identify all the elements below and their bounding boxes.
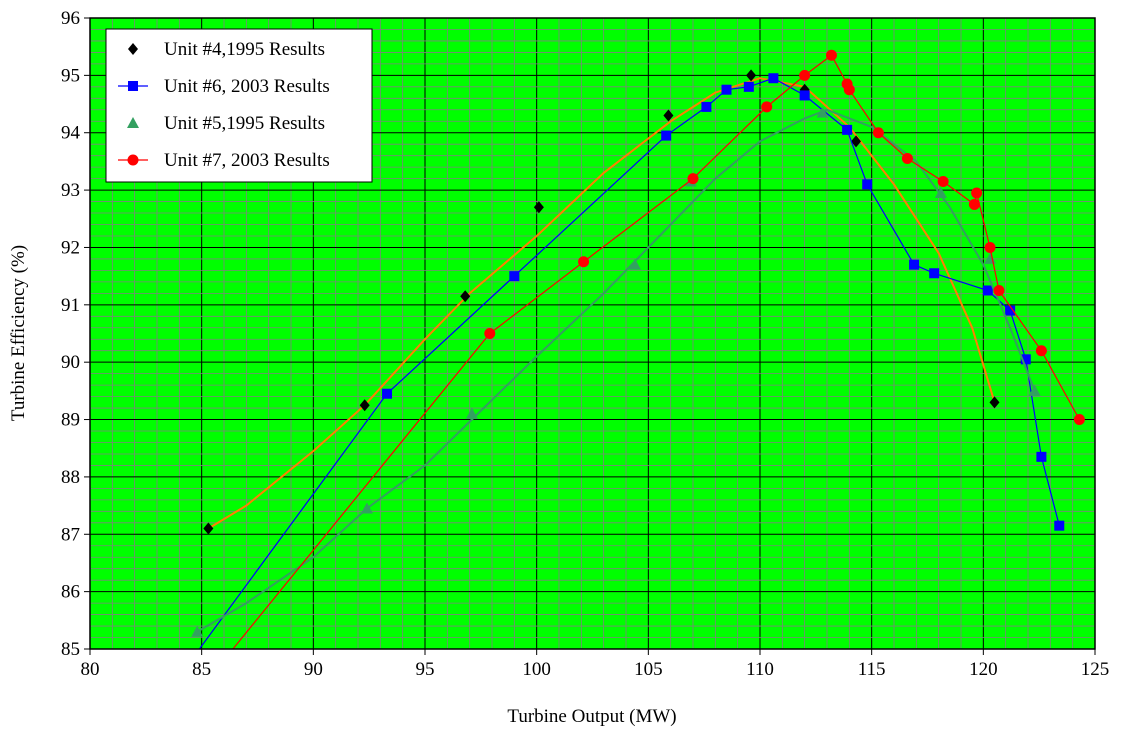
y-tick-label: 96 [61, 8, 80, 29]
legend-item[interactable]: Unit #4,1995 Results [128, 39, 325, 60]
data-point [484, 328, 496, 339]
x-axis-label: Turbine Output (MW) [507, 706, 676, 727]
legend-label: Unit #6, 2003 Results [164, 76, 330, 97]
x-tick-label: 80 [81, 659, 100, 680]
y-tick-label: 85 [61, 639, 80, 660]
x-tick-label: 110 [746, 659, 774, 680]
data-point [816, 106, 829, 118]
legend-marker [127, 117, 139, 128]
x-tick-label: 85 [192, 659, 211, 680]
data-point [842, 124, 853, 135]
x-tick-label: 120 [969, 659, 998, 680]
data-point [721, 84, 732, 95]
data-point [1020, 354, 1031, 365]
y-tick-label: 89 [61, 410, 80, 431]
data-point [825, 49, 837, 61]
data-point [661, 130, 672, 141]
data-point [929, 268, 940, 279]
data-point [862, 179, 873, 190]
data-point [1028, 384, 1041, 396]
tick-labels: 80 85 90 95 100 105 110 115 120 12585868788899091… [61, 8, 1109, 680]
data-point [628, 258, 641, 270]
series-line [198, 77, 1060, 649]
data-point [382, 388, 393, 399]
data-point [1035, 345, 1047, 357]
y-axis-label: Turbine Efficiency (%) [8, 245, 29, 421]
legend-label: Unit #4,1995 Results [164, 39, 325, 60]
data-point [799, 90, 810, 101]
series-4 [232, 49, 1085, 649]
data-point [872, 127, 884, 139]
y-tick-label: 87 [61, 524, 80, 545]
data-point [968, 198, 980, 210]
y-tick-label: 88 [61, 467, 80, 488]
y-tick-label: 91 [61, 295, 80, 316]
data-point [934, 186, 947, 198]
legend-item[interactable]: Unit #6, 2003 Results [118, 76, 330, 97]
y-tick-label: 93 [61, 180, 80, 201]
data-point [533, 201, 544, 214]
x-tick-label: 115 [858, 659, 886, 680]
data-point [1073, 414, 1085, 426]
legend-label: Unit #7, 2003 Results [164, 150, 330, 171]
plot-frame [89, 17, 1096, 650]
data-point [746, 69, 757, 82]
series-line [232, 54, 1080, 649]
legend-marker [127, 154, 139, 166]
data-point [687, 173, 699, 185]
data-point [191, 625, 204, 637]
legend-marker [128, 81, 138, 91]
data-point [984, 241, 996, 253]
legend-item[interactable]: Unit #7, 2003 Results [118, 150, 330, 171]
data-point [465, 407, 478, 419]
data-point [460, 290, 471, 303]
legend-item[interactable]: Unit #5,1995 Results [127, 113, 325, 134]
data-point [799, 69, 811, 81]
data-point [909, 259, 920, 270]
data-point [843, 84, 855, 96]
data-point [359, 399, 370, 412]
data-point [989, 396, 1000, 409]
data-point [851, 135, 862, 148]
data-point [901, 153, 913, 165]
trend-line [207, 77, 996, 530]
x-tick-label: 100 [522, 659, 551, 680]
legend[interactable]: Unit #4,1995 Results Unit #6, 2003 Result… [105, 28, 373, 183]
y-tick-label: 94 [61, 123, 81, 144]
series-layer [191, 49, 1085, 649]
data-point [701, 101, 712, 112]
data-point [578, 256, 590, 268]
data-point [509, 271, 520, 282]
data-point [993, 284, 1005, 296]
legend-marker [128, 43, 138, 55]
series-2 [198, 73, 1065, 649]
x-tick-label: 90 [304, 659, 323, 680]
data-point [982, 285, 993, 296]
data-point [1036, 451, 1047, 462]
x-tick-label: 125 [1081, 659, 1110, 680]
data-point [971, 187, 983, 199]
series-1 [203, 69, 1000, 535]
data-point [663, 109, 674, 122]
y-tick-label: 90 [61, 352, 80, 373]
y-tick-label: 92 [61, 237, 80, 258]
y-tick-label: 86 [61, 582, 80, 603]
x-tick-label: 105 [634, 659, 663, 680]
data-point [1054, 520, 1065, 531]
data-point [768, 73, 779, 84]
x-tick-label: 95 [416, 659, 435, 680]
data-point [203, 522, 214, 535]
y-tick-label: 95 [61, 65, 80, 86]
data-point [1005, 305, 1016, 316]
data-point [360, 502, 373, 514]
data-point [937, 175, 949, 187]
data-point [743, 81, 754, 92]
data-point [761, 101, 773, 113]
legend-box [105, 28, 373, 183]
legend-label: Unit #5,1995 Results [164, 113, 325, 134]
